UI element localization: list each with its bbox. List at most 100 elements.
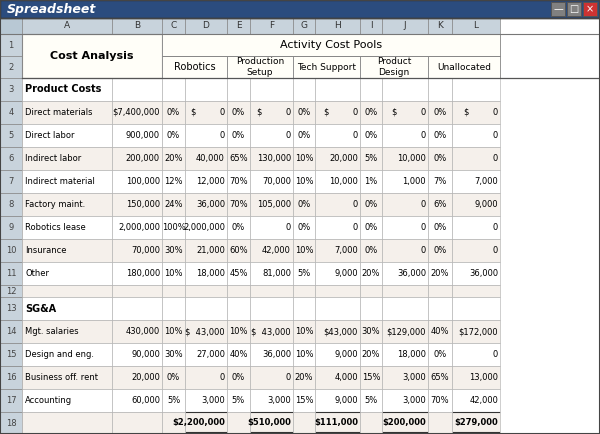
Text: 0%: 0% xyxy=(364,200,377,209)
Text: Accounting: Accounting xyxy=(25,396,72,405)
Bar xyxy=(185,285,227,297)
Text: 0%: 0% xyxy=(433,108,446,117)
Bar xyxy=(22,412,112,434)
Text: 70%: 70% xyxy=(431,396,449,405)
Bar xyxy=(162,124,185,147)
Text: 5%: 5% xyxy=(298,269,311,278)
Bar xyxy=(185,366,227,389)
Bar xyxy=(162,343,185,366)
Bar xyxy=(250,285,293,297)
Bar xyxy=(250,124,293,147)
Bar xyxy=(428,34,452,56)
Text: 13: 13 xyxy=(5,304,16,313)
Bar xyxy=(452,124,500,147)
Bar xyxy=(162,34,500,56)
Bar xyxy=(428,193,452,216)
Text: 10%: 10% xyxy=(295,246,313,255)
Text: $  43,000: $ 43,000 xyxy=(251,327,291,336)
Bar xyxy=(382,78,428,101)
Text: Spreadsheet: Spreadsheet xyxy=(7,3,97,16)
Bar xyxy=(315,170,360,193)
Text: Design and eng.: Design and eng. xyxy=(25,350,94,359)
Text: 18,000: 18,000 xyxy=(196,269,225,278)
Bar xyxy=(360,366,382,389)
Bar xyxy=(250,239,293,262)
Text: 0: 0 xyxy=(421,200,426,209)
Text: 6%: 6% xyxy=(433,200,446,209)
Text: 0%: 0% xyxy=(433,246,446,255)
Bar xyxy=(162,412,185,434)
Text: 0: 0 xyxy=(286,223,291,232)
Bar xyxy=(315,193,360,216)
Text: 15%: 15% xyxy=(362,373,380,382)
Bar xyxy=(360,78,382,101)
Bar xyxy=(112,285,162,297)
Text: 2: 2 xyxy=(8,62,14,72)
Text: E: E xyxy=(236,22,241,30)
Text: Insurance: Insurance xyxy=(25,246,67,255)
Text: 200,000: 200,000 xyxy=(126,154,160,163)
Text: 20,000: 20,000 xyxy=(131,373,160,382)
Text: 10%: 10% xyxy=(164,327,183,336)
Bar xyxy=(112,56,162,78)
Bar xyxy=(250,147,293,170)
Bar xyxy=(162,101,185,124)
Text: $         0: $ 0 xyxy=(464,108,498,117)
Text: Activity Cost Pools: Activity Cost Pools xyxy=(280,40,382,50)
Text: 20%: 20% xyxy=(164,154,183,163)
Text: 0: 0 xyxy=(353,200,358,209)
Text: 3,000: 3,000 xyxy=(201,396,225,405)
Text: $         0: $ 0 xyxy=(392,108,426,117)
Text: G: G xyxy=(301,22,308,30)
Text: Cost Analysis: Cost Analysis xyxy=(50,51,134,61)
Bar xyxy=(315,412,360,434)
Bar xyxy=(428,262,452,285)
Text: $129,000: $129,000 xyxy=(386,327,426,336)
Text: 10%: 10% xyxy=(295,177,313,186)
Bar xyxy=(250,101,293,124)
Bar xyxy=(112,343,162,366)
Text: 0%: 0% xyxy=(167,373,180,382)
Bar xyxy=(428,343,452,366)
Bar xyxy=(293,56,360,78)
Bar xyxy=(22,101,112,124)
Text: L: L xyxy=(473,22,479,30)
Text: 36,000: 36,000 xyxy=(397,269,426,278)
Bar xyxy=(185,34,227,56)
Text: 9: 9 xyxy=(8,223,14,232)
Bar xyxy=(428,56,500,78)
Text: 0%: 0% xyxy=(298,200,311,209)
Text: 8: 8 xyxy=(8,200,14,209)
Text: 0%: 0% xyxy=(433,154,446,163)
Text: 18: 18 xyxy=(5,418,16,427)
Text: 0: 0 xyxy=(493,223,498,232)
Bar xyxy=(315,366,360,389)
Text: 15%: 15% xyxy=(295,396,313,405)
Bar xyxy=(315,18,360,34)
Bar xyxy=(382,34,428,56)
Text: 1%: 1% xyxy=(364,177,377,186)
Bar xyxy=(0,320,22,343)
Bar xyxy=(112,124,162,147)
Text: 20%: 20% xyxy=(362,269,380,278)
Text: 6: 6 xyxy=(8,154,14,163)
Bar xyxy=(382,124,428,147)
Text: 2,000,000: 2,000,000 xyxy=(183,223,225,232)
Text: 70%: 70% xyxy=(229,200,248,209)
Text: 27,000: 27,000 xyxy=(196,350,225,359)
Text: 5: 5 xyxy=(8,131,14,140)
Text: 20,000: 20,000 xyxy=(329,154,358,163)
Text: 40,000: 40,000 xyxy=(196,154,225,163)
Text: 10,000: 10,000 xyxy=(329,177,358,186)
Bar xyxy=(428,320,452,343)
Bar xyxy=(293,412,315,434)
Bar xyxy=(0,101,22,124)
Bar xyxy=(452,170,500,193)
Bar xyxy=(428,216,452,239)
Text: K: K xyxy=(437,22,443,30)
Bar xyxy=(315,101,360,124)
Bar xyxy=(112,297,162,320)
Bar xyxy=(452,239,500,262)
Bar xyxy=(227,320,250,343)
Bar xyxy=(0,343,22,366)
